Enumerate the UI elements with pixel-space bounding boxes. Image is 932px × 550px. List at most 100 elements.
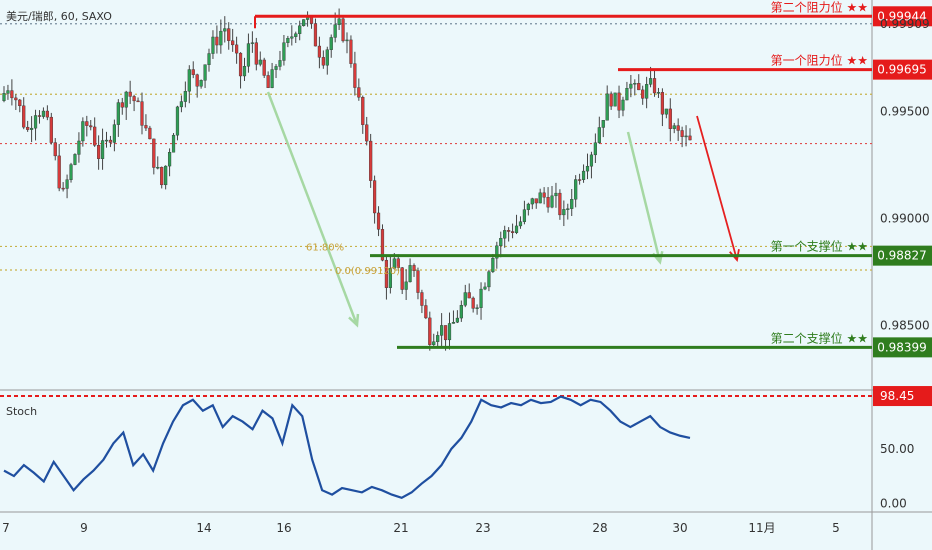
candle-body [384, 259, 389, 288]
candle-body [266, 75, 270, 88]
candle-body [294, 33, 298, 37]
candle-body [14, 97, 18, 101]
candle-body [100, 140, 105, 159]
candle-body [309, 16, 314, 24]
candle-body [112, 124, 116, 143]
candle-body [546, 197, 550, 208]
time-tick-label: 30 [672, 521, 687, 535]
candle-body [369, 140, 373, 181]
projection-arrow-1 [266, 91, 359, 326]
candle-body [514, 225, 519, 233]
forecast-arrow [696, 115, 738, 261]
candle-body [152, 138, 156, 168]
candle-body [593, 142, 597, 156]
price-tick-label: 0.98500 [880, 319, 930, 333]
candle-body [337, 18, 341, 25]
candle-body [325, 49, 329, 66]
candle-body [495, 245, 499, 259]
level-badge-3 [873, 245, 932, 266]
candle-body [223, 28, 227, 32]
candle-body [550, 195, 554, 208]
candle-body [491, 257, 495, 272]
candle-body [648, 78, 653, 85]
candle-body [471, 297, 475, 309]
candle-body [61, 187, 65, 190]
candle-body [428, 317, 432, 345]
candle-body [41, 110, 46, 117]
price-tick-label: 0.99500 [880, 104, 930, 118]
stoch-tick-label: 50.00 [880, 442, 914, 456]
time-tick-label: 5 [832, 521, 840, 535]
fibonacci-labels: 61.80% 0.0(0.99120) [306, 242, 400, 277]
candle-body [191, 69, 195, 75]
candle-body [144, 125, 148, 129]
candle-body [254, 42, 258, 65]
candle-body [400, 267, 404, 290]
stoch-tick-label: 0.00 [880, 496, 907, 510]
candle-body [317, 45, 322, 58]
candle-body [93, 126, 97, 146]
candle-body [617, 92, 621, 111]
candle-body [219, 30, 223, 46]
candle-body [507, 230, 511, 232]
candle-body [211, 36, 215, 54]
candle-body [33, 115, 38, 129]
time-tick-label: 21 [393, 521, 408, 535]
candle-body [656, 92, 661, 94]
dotted-levels [0, 23, 872, 271]
level-label-3: 第一个支撑位 ★★ [771, 239, 868, 254]
candle-body [467, 292, 471, 299]
candle-body [376, 212, 381, 230]
candle-body [534, 198, 538, 204]
candle-body [227, 28, 231, 41]
time-axis[interactable]: 7 9 14 16 21 23 28 30 11月 5 [2, 521, 840, 535]
candle-body [53, 142, 57, 157]
candle-body [97, 145, 101, 159]
candle-body [183, 91, 187, 102]
level-badge-1 [873, 6, 932, 27]
candle-body [128, 91, 132, 97]
candle-body [235, 44, 239, 54]
candle-body [609, 93, 613, 107]
candle-body [443, 325, 448, 341]
candle-body [365, 124, 369, 142]
candle-body [57, 155, 61, 189]
candle-body [589, 154, 594, 167]
candle-body [566, 208, 570, 210]
candle-body [353, 63, 357, 88]
candle-body [349, 39, 353, 64]
candle-body [278, 60, 282, 67]
candle-body [116, 102, 120, 125]
projection-arrow-2 [626, 131, 662, 263]
candle-body [199, 80, 203, 87]
candle-body [136, 100, 140, 103]
candle-body [108, 139, 113, 143]
level-label-4: 第二个支撑位 ★★ [771, 330, 868, 345]
candle-body [238, 52, 243, 77]
candle-body [436, 335, 440, 342]
price-axis[interactable]: 0.98500 0.99000 0.99500 0.99909 [880, 17, 930, 333]
candle-body [601, 120, 605, 128]
candle-body [258, 59, 262, 65]
candle-body [29, 127, 34, 130]
time-tick-label: 23 [475, 521, 490, 535]
candle-body [455, 317, 459, 323]
candle-body [73, 154, 77, 165]
candle-body [341, 18, 345, 42]
candle-body [203, 64, 207, 81]
candle-body [372, 180, 377, 214]
candle-body [518, 221, 523, 227]
stoch-line [3, 395, 691, 500]
candle-body [554, 192, 558, 197]
candle-body [412, 265, 416, 271]
candle-body [688, 135, 692, 141]
candle-body [274, 66, 278, 70]
candle-body [676, 125, 680, 131]
support-resistance-levels: 第二个阻力位 ★★ 0.99944 第一个阻力位 ★★ 0.99695 第一个支撑位 ★… [254, 0, 932, 358]
candle-body [447, 323, 452, 341]
candle-body [530, 198, 534, 205]
candlestick-series [2, 8, 692, 351]
candle-body [120, 102, 124, 108]
